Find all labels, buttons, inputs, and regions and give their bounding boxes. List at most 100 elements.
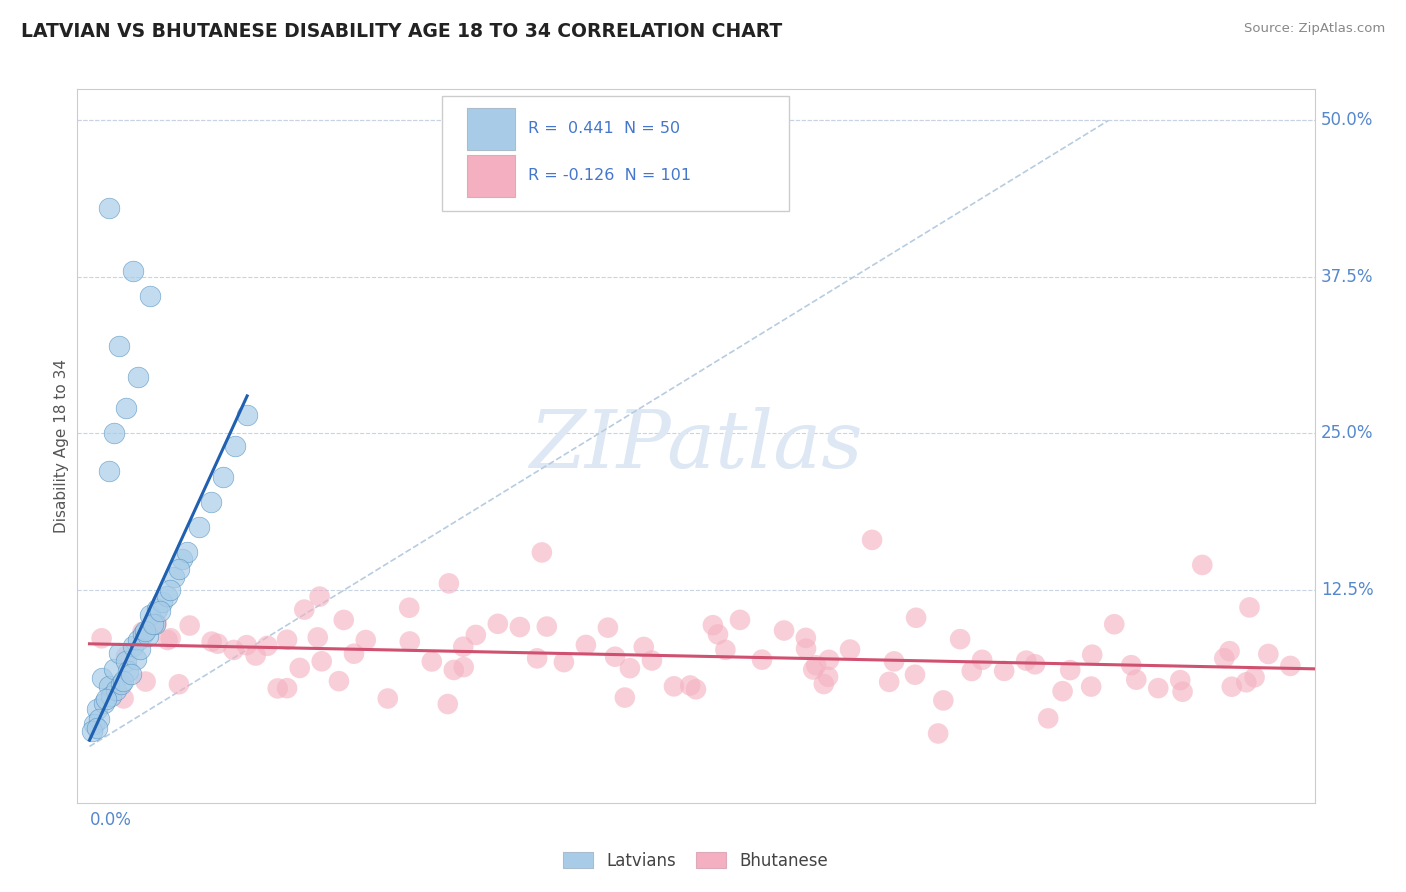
- FancyBboxPatch shape: [467, 108, 516, 150]
- Point: [960, 664, 983, 678]
- Point: [398, 600, 420, 615]
- Point: [596, 621, 619, 635]
- Point: [553, 655, 575, 669]
- Point: [127, 370, 149, 384]
- Point: [120, 666, 142, 681]
- Point: [1257, 647, 1279, 661]
- Text: 12.5%: 12.5%: [1320, 581, 1374, 599]
- Point: [436, 697, 458, 711]
- Point: [146, 616, 169, 631]
- Point: [1168, 673, 1191, 687]
- Point: [256, 639, 278, 653]
- Point: [212, 470, 235, 484]
- Point: [222, 643, 245, 657]
- Point: [167, 562, 190, 576]
- Point: [292, 602, 315, 616]
- Point: [187, 520, 209, 534]
- Point: [1024, 657, 1046, 672]
- Point: [150, 595, 173, 609]
- Point: [927, 726, 949, 740]
- Point: [860, 533, 883, 547]
- Point: [207, 637, 229, 651]
- Point: [163, 570, 186, 584]
- Point: [773, 624, 796, 638]
- Point: [1059, 663, 1081, 677]
- Point: [714, 643, 737, 657]
- Point: [904, 667, 927, 681]
- Point: [90, 632, 112, 646]
- Point: [662, 679, 685, 693]
- Text: R = -0.126  N = 101: R = -0.126 N = 101: [527, 169, 690, 183]
- Point: [443, 663, 465, 677]
- Point: [89, 712, 111, 726]
- Point: [1239, 600, 1261, 615]
- Point: [932, 693, 955, 707]
- Point: [115, 654, 138, 668]
- Text: 37.5%: 37.5%: [1320, 268, 1374, 286]
- Point: [236, 408, 259, 422]
- Point: [176, 545, 198, 559]
- Point: [905, 611, 928, 625]
- Point: [93, 696, 115, 710]
- Point: [132, 627, 155, 641]
- Point: [159, 632, 181, 646]
- Point: [619, 661, 641, 675]
- Point: [129, 641, 152, 656]
- Point: [1220, 680, 1243, 694]
- Point: [1191, 558, 1213, 572]
- Point: [224, 439, 246, 453]
- Point: [728, 613, 751, 627]
- Point: [307, 631, 329, 645]
- Point: [201, 634, 224, 648]
- Point: [112, 691, 135, 706]
- Point: [575, 638, 598, 652]
- Point: [707, 627, 730, 641]
- Point: [398, 634, 420, 648]
- Point: [288, 661, 311, 675]
- Point: [135, 674, 157, 689]
- Point: [1081, 648, 1104, 662]
- Point: [100, 690, 122, 704]
- Point: [437, 576, 460, 591]
- Point: [453, 660, 475, 674]
- Point: [156, 589, 179, 603]
- Point: [817, 670, 839, 684]
- Point: [801, 663, 824, 677]
- Point: [83, 717, 105, 731]
- Point: [377, 691, 399, 706]
- Point: [613, 690, 636, 705]
- Point: [115, 401, 138, 416]
- Point: [141, 616, 163, 631]
- Point: [97, 679, 120, 693]
- Point: [818, 653, 841, 667]
- Point: [90, 671, 112, 685]
- Point: [839, 642, 862, 657]
- Point: [1279, 659, 1302, 673]
- Point: [679, 678, 702, 692]
- Text: 0.0%: 0.0%: [90, 812, 131, 830]
- Point: [883, 654, 905, 668]
- Point: [139, 607, 162, 622]
- Point: [97, 464, 120, 478]
- Point: [97, 201, 120, 215]
- Point: [794, 641, 817, 656]
- Point: [486, 616, 509, 631]
- Point: [343, 647, 366, 661]
- Point: [245, 648, 267, 663]
- Point: [107, 646, 129, 660]
- Point: [1171, 684, 1194, 698]
- Point: [1052, 684, 1074, 698]
- Point: [146, 601, 169, 615]
- Point: [143, 616, 166, 631]
- Point: [134, 624, 156, 639]
- Point: [804, 658, 827, 673]
- Point: [311, 654, 333, 668]
- Point: [200, 495, 222, 509]
- Point: [103, 426, 125, 441]
- Point: [641, 654, 664, 668]
- Point: [464, 628, 486, 642]
- Point: [603, 649, 626, 664]
- Point: [122, 264, 145, 278]
- Point: [1102, 617, 1125, 632]
- Point: [794, 631, 817, 645]
